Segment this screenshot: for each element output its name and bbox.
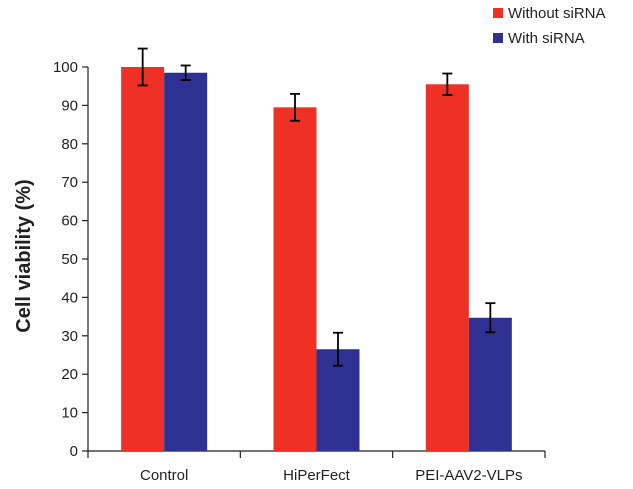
bar-without-sirna	[425, 84, 469, 451]
y-tick-label: 60	[61, 213, 78, 230]
error-bar-group	[137, 47, 496, 367]
y-tick-label: 20	[61, 366, 78, 383]
legend-label: With siRNA	[508, 30, 585, 47]
legend-swatch	[493, 8, 503, 18]
legend-label: Without siRNA	[508, 5, 606, 22]
y-tick-label: 50	[61, 251, 78, 268]
x-category-label: HiPerFect	[283, 467, 351, 484]
y-axis-label: Cell viability (%)	[13, 179, 35, 332]
x-category-label: PEI-AAV2-VLPs	[415, 467, 522, 484]
bar-series-group	[121, 67, 512, 451]
legend: Without siRNA With siRNA	[493, 5, 606, 47]
bar-without-sirna	[121, 67, 165, 451]
y-tick-label: 10	[61, 405, 78, 422]
y-tick-label: 30	[61, 328, 78, 345]
x-axis: Control HiPerFect PEI-AAV2-VLPs	[87, 450, 546, 484]
y-tick-label: 80	[61, 136, 78, 153]
y-axis: 0 10 20 30 40 50 60 70 80 90 100	[53, 59, 89, 460]
legend-swatch	[493, 33, 503, 43]
x-category-label: Control	[140, 467, 188, 484]
y-tick-label: 70	[61, 174, 78, 191]
y-tick-label: 100	[53, 59, 78, 76]
y-tick-label: 0	[70, 443, 78, 460]
bar-with-sirna	[164, 72, 208, 451]
y-tick-label: 40	[61, 289, 78, 306]
y-tick-label: 90	[61, 97, 78, 114]
bar-without-sirna	[273, 107, 317, 451]
bar-with-sirna	[468, 317, 512, 451]
